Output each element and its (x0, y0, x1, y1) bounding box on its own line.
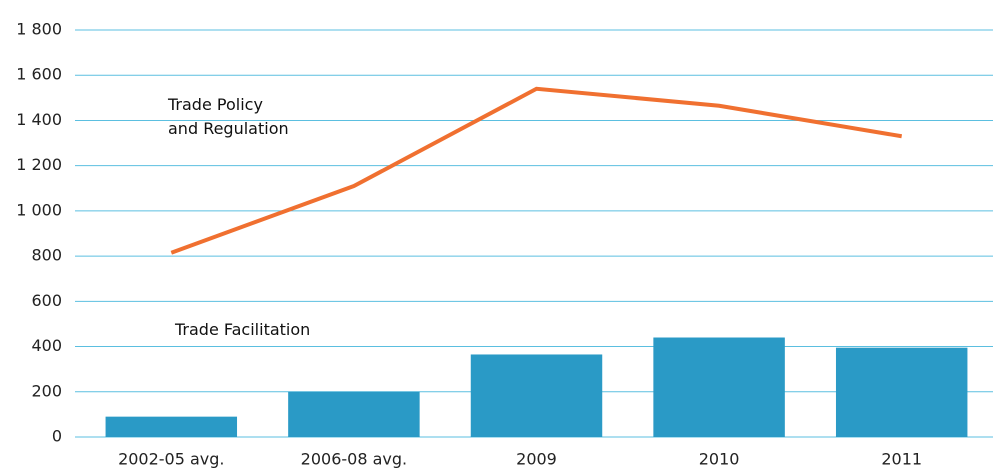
x-tick-label: 2002-05 avg. (118, 450, 224, 469)
x-tick-label: 2011 (881, 450, 922, 469)
line-label: Trade Policy and Regulation (168, 95, 289, 138)
bar (470, 354, 603, 437)
bar (105, 416, 238, 437)
bar-label: Trade Facilitation (175, 320, 311, 339)
line (170, 86, 903, 255)
y-tick-label: 0 (52, 427, 62, 446)
x-tick-label: 2010 (699, 450, 740, 469)
y-tick-label: 1 800 (16, 20, 62, 39)
bar (835, 347, 968, 437)
x-tick-label: 2006-08 avg. (301, 450, 407, 469)
y-tick-label: 600 (31, 291, 62, 310)
y-tick-label: 200 (31, 381, 62, 400)
bar (653, 337, 785, 437)
y-tick-label: 1 600 (16, 65, 62, 84)
y-tick-label: 1 400 (16, 110, 62, 129)
y-tick-label: 800 (31, 246, 62, 265)
y-tick-label: 1 200 (16, 155, 62, 174)
y-tick-label: 1 000 (16, 200, 62, 219)
y-tick-label: 400 (31, 336, 62, 355)
x-tick-label: 2009 (516, 450, 557, 469)
bar (288, 391, 420, 437)
